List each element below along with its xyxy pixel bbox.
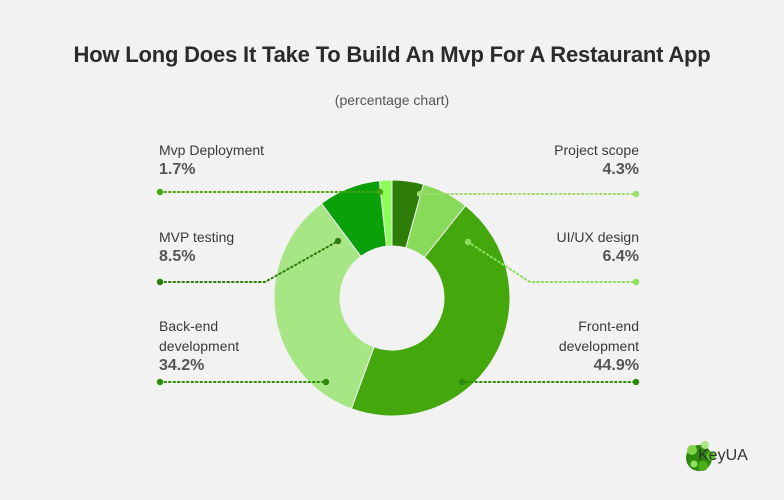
callout-project-scope: Project scope 4.3% bbox=[554, 140, 639, 180]
leader-dot bbox=[156, 278, 164, 286]
leader-dot bbox=[376, 188, 384, 196]
brand-name: KeyUA bbox=[698, 447, 748, 464]
leader-ui-ux bbox=[467, 241, 637, 283]
slice-label: Mvp Deployment bbox=[159, 142, 265, 158]
chart-subtitle: (percentage chart) bbox=[334, 92, 450, 108]
slice-front-end bbox=[350, 204, 511, 417]
leader-dot bbox=[632, 278, 640, 286]
slice-label: Back-end development bbox=[159, 318, 240, 354]
slice-value: 1.7% bbox=[159, 161, 196, 178]
slice-value: 8.5% bbox=[159, 248, 196, 265]
leader-dot bbox=[632, 378, 640, 386]
slice-label: Project scope bbox=[554, 142, 639, 158]
slice-back-end bbox=[273, 202, 375, 410]
slice-label: MVP testing bbox=[159, 229, 235, 245]
leader-dot bbox=[416, 190, 424, 198]
slice-value: 44.9% bbox=[593, 357, 639, 374]
keyua-logo-icon bbox=[686, 441, 716, 471]
slice-mvp-deployment bbox=[378, 179, 393, 247]
leader-dot bbox=[464, 238, 472, 246]
leader-dot bbox=[632, 190, 640, 198]
callout-mvp-deployment: Mvp Deployment 1.7% bbox=[159, 140, 264, 180]
callout-back-end: Back-end development 34.2% bbox=[159, 316, 269, 376]
callout-mvp-testing: MVP testing 8.5% bbox=[159, 227, 234, 267]
leader-mvp-testing bbox=[159, 240, 339, 283]
leader-dot bbox=[156, 188, 164, 196]
slice-value: 34.2% bbox=[159, 357, 205, 374]
leader-dot bbox=[156, 378, 164, 386]
slice-value: 6.4% bbox=[602, 248, 639, 265]
slice-label: UI/UX design bbox=[556, 229, 639, 245]
callout-ui-ux: UI/UX design 6.4% bbox=[557, 227, 639, 267]
leader-dot bbox=[334, 237, 342, 245]
callout-front-end: Front-end development 44.9% bbox=[529, 316, 639, 376]
slice-label: Front-end development bbox=[558, 318, 639, 354]
slice-value: 4.3% bbox=[602, 161, 639, 178]
chart-title: How Long Does It Take To Build An Mvp Fo… bbox=[73, 42, 711, 67]
leader-dot bbox=[322, 378, 330, 386]
leader-dot bbox=[458, 378, 466, 386]
